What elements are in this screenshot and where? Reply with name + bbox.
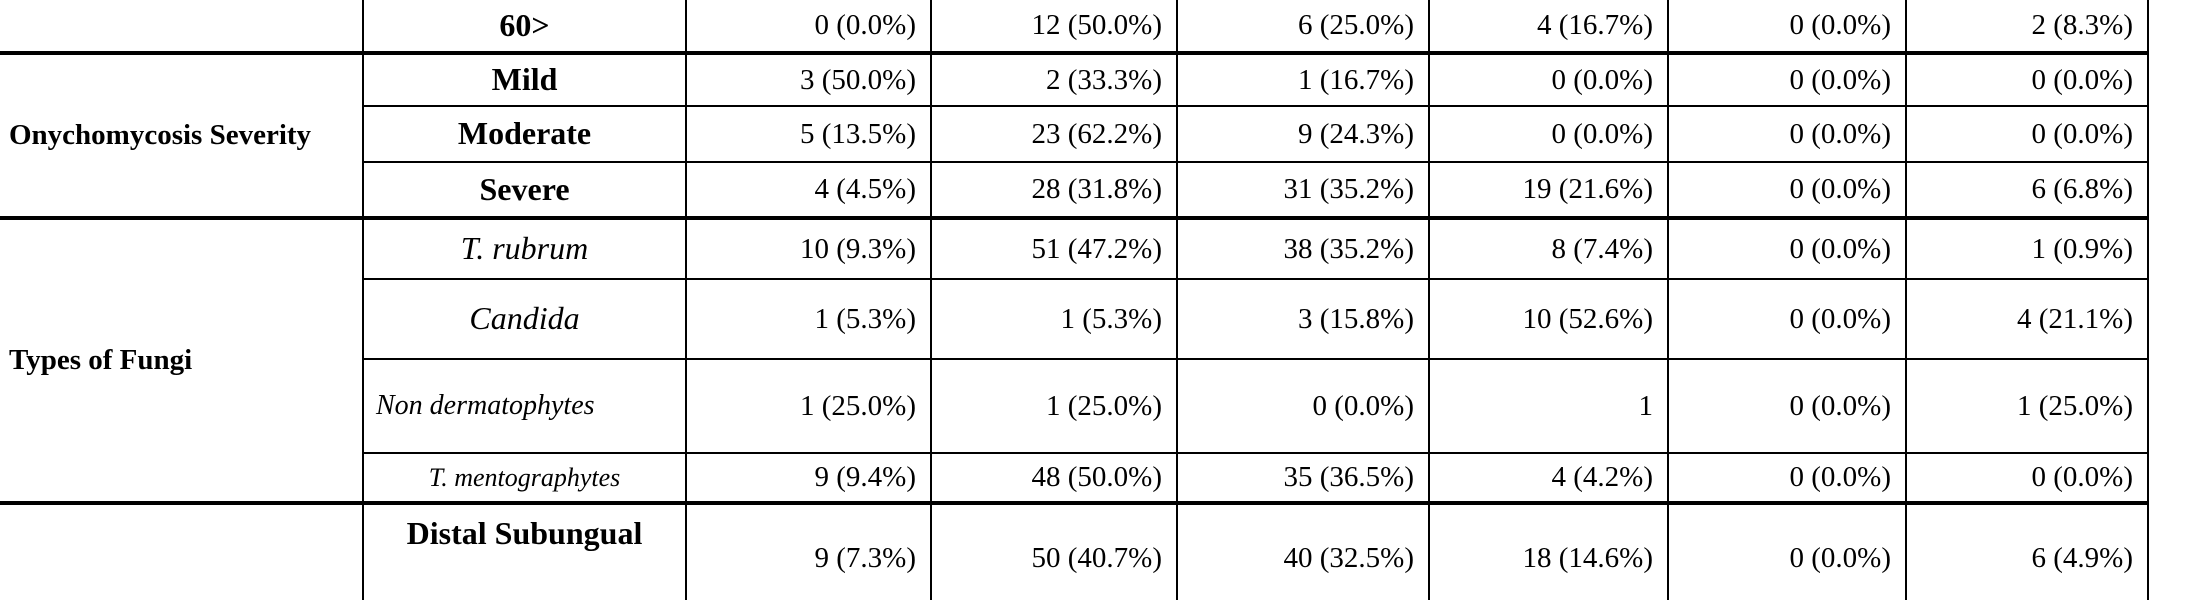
- cell-value: 38 (35.2%): [1176, 216, 1430, 280]
- cell-value: 6 (4.9%): [1905, 501, 2149, 600]
- cell-value: 6 (6.8%): [1905, 161, 2149, 219]
- cell-value: 0 (0.0%): [685, 0, 932, 54]
- cell-value: 1 (25.0%): [685, 358, 932, 454]
- cell-value: 4 (21.1%): [1905, 278, 2149, 360]
- cell-value: 28 (31.8%): [930, 161, 1178, 219]
- cell-value: 0 (0.0%): [1667, 278, 1907, 360]
- cell-value: 9 (9.4%): [685, 452, 932, 504]
- table-row: Non dermatophytes 1 (25.0%) 1 (25.0%) 0 (0.…: [0, 358, 2149, 454]
- table-row: Types of Fungi T. rubrum 10 (9.3%) 51 (47.2…: [0, 216, 2149, 504]
- cell-value: 2 (33.3%): [930, 51, 1178, 107]
- row-label: T. rubrum: [362, 216, 687, 280]
- group-label: Types of Fungi: [0, 216, 364, 504]
- cell-value: 4 (16.7%): [1428, 0, 1669, 54]
- group-label: [0, 501, 364, 600]
- cell-value: 48 (50.0%): [930, 452, 1178, 504]
- cell-value: 3 (15.8%): [1176, 278, 1430, 360]
- cell-value: 0 (0.0%): [1667, 105, 1907, 163]
- cell-value: 35 (36.5%): [1176, 452, 1430, 504]
- cell-value: 0 (0.0%): [1667, 216, 1907, 280]
- row-label: 60>: [362, 0, 687, 54]
- cell-value: 31 (35.2%): [1176, 161, 1430, 219]
- cell-value: 0 (0.0%): [1905, 105, 2149, 163]
- row-label: Distal Subungual: [362, 501, 687, 600]
- cell-value: 19 (21.6%): [1428, 161, 1669, 219]
- table-row: Distal Subungual 9 (7.3%) 50 (40.7%) 40 (32…: [0, 501, 2149, 600]
- cell-value: 40 (32.5%): [1176, 501, 1430, 600]
- cell-value: 0 (0.0%): [1905, 51, 2149, 107]
- cell-value: 0 (0.0%): [1667, 501, 1907, 600]
- cell-value: 3 (50.0%): [685, 51, 932, 107]
- cell-value: 0 (0.0%): [1428, 105, 1669, 163]
- cell-value: 5 (13.5%): [685, 105, 932, 163]
- data-table: 60> 0 (0.0%) 12 (50.0%) 6 (25.0%) 4 (16.7%) 0…: [0, 0, 2149, 600]
- cell-value: 1 (5.3%): [930, 278, 1178, 360]
- cell-value: 9 (7.3%): [685, 501, 932, 600]
- table-row: Onychomycosis Severity Mild 3 (50.0%) 2 (33…: [0, 51, 2149, 219]
- cell-value: 1 (25.0%): [930, 358, 1178, 454]
- cell-value: 4 (4.5%): [685, 161, 932, 219]
- cell-value: 0 (0.0%): [1667, 161, 1907, 219]
- table-row: Severe 4 (4.5%) 28 (31.8%) 31 (35.2%) 19 (21…: [0, 161, 2149, 219]
- group-label: Onychomycosis Severity: [0, 51, 364, 219]
- cell-value: 0 (0.0%): [1667, 358, 1907, 454]
- cell-value: 1: [1428, 358, 1669, 454]
- table-row: 60> 0 (0.0%) 12 (50.0%) 6 (25.0%) 4 (16.7%) 0…: [0, 0, 2149, 54]
- cell-value: 0 (0.0%): [1428, 51, 1669, 107]
- cell-value: 0 (0.0%): [1176, 358, 1430, 454]
- row-label: Severe: [362, 161, 687, 219]
- cell-value: 18 (14.6%): [1428, 501, 1669, 600]
- cell-value: 10 (52.6%): [1428, 278, 1669, 360]
- cell-value: 6 (25.0%): [1176, 0, 1430, 54]
- cell-value: 0 (0.0%): [1667, 0, 1907, 54]
- cell-value: 1 (25.0%): [1905, 358, 2149, 454]
- cell-value: 1 (0.9%): [1905, 216, 2149, 280]
- cell-value: 12 (50.0%): [930, 0, 1178, 54]
- cell-value: 0 (0.0%): [1905, 452, 2149, 504]
- cell-value: 10 (9.3%): [685, 216, 932, 280]
- cell-value: 8 (7.4%): [1428, 216, 1669, 280]
- cell-value: 51 (47.2%): [930, 216, 1178, 280]
- row-label: Candida: [362, 278, 687, 360]
- cell-value: 1 (16.7%): [1176, 51, 1430, 107]
- cell-value: 9 (24.3%): [1176, 105, 1430, 163]
- cell-value: 1 (5.3%): [685, 278, 932, 360]
- row-label: Moderate: [362, 105, 687, 163]
- cell-value: 2 (8.3%): [1905, 0, 2149, 54]
- cell-value: 50 (40.7%): [930, 501, 1178, 600]
- group-label: [0, 0, 364, 54]
- cell-value: 23 (62.2%): [930, 105, 1178, 163]
- row-label: T. mentographytes: [362, 452, 687, 504]
- table-row: T. mentographytes 9 (9.4%) 48 (50.0%) 35 (3…: [0, 452, 2149, 504]
- table-row: Candida 1 (5.3%) 1 (5.3%) 3 (15.8%) 10 (52.6…: [0, 278, 2149, 360]
- cell-value: 4 (4.2%): [1428, 452, 1669, 504]
- table-row: Moderate 5 (13.5%) 23 (62.2%) 9 (24.3%) 0 (0…: [0, 105, 2149, 163]
- cell-value: 0 (0.0%): [1667, 51, 1907, 107]
- cell-value: 0 (0.0%): [1667, 452, 1907, 504]
- row-label: Mild: [362, 51, 687, 107]
- row-label: Non dermatophytes: [362, 358, 687, 454]
- table-body: 60> 0 (0.0%) 12 (50.0%) 6 (25.0%) 4 (16.7%) 0…: [0, 0, 2149, 600]
